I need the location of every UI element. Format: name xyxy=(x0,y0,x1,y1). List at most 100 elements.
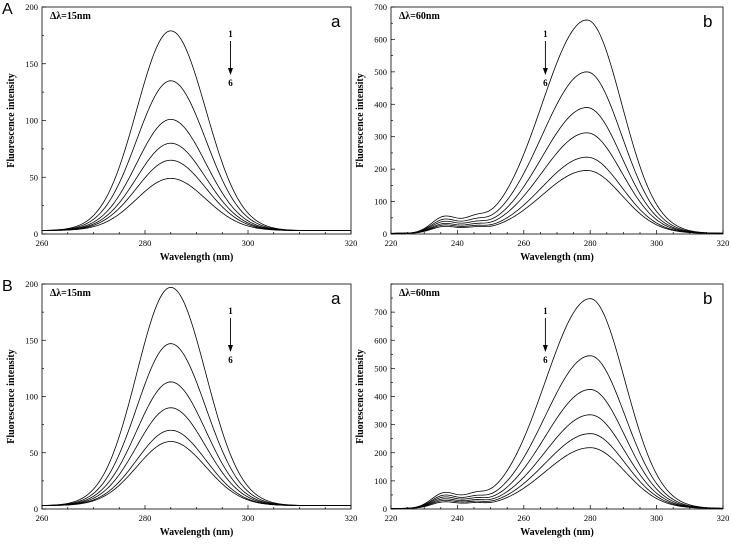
y-tick-label: 600 xyxy=(374,335,387,345)
spectrum-curve-6 xyxy=(391,447,723,509)
x-tick-label: 220 xyxy=(385,513,398,523)
y-tick-label: 200 xyxy=(374,448,387,458)
plot-frame xyxy=(390,283,724,510)
x-tick-label: 320 xyxy=(345,238,358,248)
y-tick-label: 500 xyxy=(374,67,387,77)
arrow-head xyxy=(542,345,548,352)
delta-lambda-annotation: Δλ=15nm xyxy=(50,11,91,22)
spectrum-curve-2 xyxy=(41,80,351,231)
y-tick-label: 600 xyxy=(374,34,387,44)
x-tick-label: 260 xyxy=(36,238,49,248)
y-tick-label: 400 xyxy=(374,99,387,109)
y-tick-label: 100 xyxy=(25,116,38,126)
x-tick-label: 280 xyxy=(139,513,152,523)
y-tick-label: 100 xyxy=(374,197,387,207)
spectrum-curve-5 xyxy=(391,156,723,234)
y-tick-label: 500 xyxy=(374,363,387,373)
spectrum-curve-1 xyxy=(41,30,351,231)
y-tick-label: 300 xyxy=(374,132,387,142)
y-axis-label: Fluorescence intensity xyxy=(355,349,366,444)
delta-lambda-annotation: Δλ=15nm xyxy=(50,288,91,299)
x-axis-label: Wavelength (nm) xyxy=(520,252,594,263)
chart-b-right: 220 240 260 280 300 320 0 100 200 300 400 500 600 700… xyxy=(355,283,730,538)
y-tick-label: 400 xyxy=(374,392,387,402)
y-tick-label: 300 xyxy=(374,420,387,430)
subpanel-letter: a xyxy=(331,289,341,308)
spectrum-curve-2 xyxy=(391,355,724,509)
y-tick-label: 100 xyxy=(25,392,38,402)
x-tick-label: 300 xyxy=(242,513,255,523)
arrow-label-start: 1 xyxy=(228,306,233,316)
y-tick-label: 50 xyxy=(30,172,39,182)
y-tick-label: 200 xyxy=(25,2,38,12)
x-tick-label: 260 xyxy=(517,238,530,248)
arrow-label-end: 6 xyxy=(543,78,548,88)
y-tick-label: 700 xyxy=(374,2,387,12)
x-axis-label: Wavelength (nm) xyxy=(160,252,234,263)
spectrum-curve-2 xyxy=(391,71,724,234)
y-axis-label: Fluorescence intensity xyxy=(355,73,366,168)
chart-b-left: 260 280 300 320 0 50 100 150 200 Wavelength (nm) F… xyxy=(6,279,357,538)
spectrum-curve-4 xyxy=(391,414,724,509)
subpanel-letter: b xyxy=(703,12,712,31)
arrow-head xyxy=(542,68,548,75)
y-tick-label: 0 xyxy=(383,229,387,239)
spectrum-curve-1 xyxy=(391,298,724,509)
y-tick-label: 150 xyxy=(25,59,38,69)
y-tick-label: 700 xyxy=(374,307,387,317)
delta-lambda-annotation: Δλ=60nm xyxy=(399,11,440,22)
plot-frame xyxy=(41,283,352,510)
plot-frame xyxy=(390,6,724,235)
x-axis-label: Wavelength (nm) xyxy=(160,527,234,538)
panel-label-a: A xyxy=(2,1,13,18)
spectrum-curve-3 xyxy=(391,389,724,509)
spectrum-curve-3 xyxy=(41,381,351,507)
y-tick-label: 0 xyxy=(34,229,38,239)
spectrum-curve-1 xyxy=(391,19,724,234)
x-tick-label: 220 xyxy=(385,238,398,248)
x-tick-label: 320 xyxy=(717,513,730,523)
x-tick-label: 280 xyxy=(139,238,152,248)
spectrum-curve-3 xyxy=(391,107,724,234)
y-tick-label: 200 xyxy=(374,164,387,174)
arrow-head xyxy=(227,345,233,352)
y-tick-label: 0 xyxy=(383,504,387,514)
chart-a-right: 220 240 260 280 300 320 0 100 200 300 400 500 600 700… xyxy=(355,2,729,263)
subpanel-letter: b xyxy=(703,289,712,308)
x-tick-label: 300 xyxy=(650,513,663,523)
arrow-label-start: 1 xyxy=(543,29,548,39)
arrow-label-start: 1 xyxy=(543,306,548,316)
x-tick-label: 320 xyxy=(345,513,358,523)
x-axis-label: Wavelength (nm) xyxy=(520,527,594,538)
spectrum-curve-1 xyxy=(41,286,351,507)
y-tick-label: 0 xyxy=(34,504,38,514)
y-tick-label: 50 xyxy=(30,448,39,458)
y-tick-label: 100 xyxy=(374,476,387,486)
x-tick-label: 320 xyxy=(717,238,730,248)
x-tick-label: 240 xyxy=(451,513,464,523)
spectrum-curve-3 xyxy=(41,118,351,231)
plot-frame xyxy=(41,6,352,235)
panel-label-b: B xyxy=(2,278,13,295)
spectrum-curve-6 xyxy=(41,441,351,507)
spectrum-curve-4 xyxy=(391,132,724,234)
arrow-label-end: 6 xyxy=(543,355,548,365)
x-tick-label: 280 xyxy=(584,238,597,248)
chart-a-left: 260 280 300 320 0 50 100 150 200 Wavelength (nm) F… xyxy=(6,2,357,263)
spectrum-curve-5 xyxy=(391,433,723,509)
arrow-label-end: 6 xyxy=(228,78,233,88)
spectrum-curve-6 xyxy=(390,170,723,234)
y-tick-label: 200 xyxy=(25,279,38,289)
x-tick-label: 280 xyxy=(584,513,597,523)
arrow-head xyxy=(227,68,233,75)
y-axis-label: Fluorescence intensity xyxy=(6,349,17,444)
y-tick-label: 150 xyxy=(25,335,38,345)
spectrum-curve-4 xyxy=(41,142,351,231)
spectrum-curve-2 xyxy=(41,343,351,507)
y-axis-label: Fluorescence intensity xyxy=(6,73,17,168)
x-tick-label: 260 xyxy=(36,513,49,523)
x-tick-label: 260 xyxy=(517,513,530,523)
spectrum-curve-6 xyxy=(42,177,351,231)
x-tick-label: 300 xyxy=(650,238,663,248)
delta-lambda-annotation: Δλ=60nm xyxy=(399,288,440,299)
